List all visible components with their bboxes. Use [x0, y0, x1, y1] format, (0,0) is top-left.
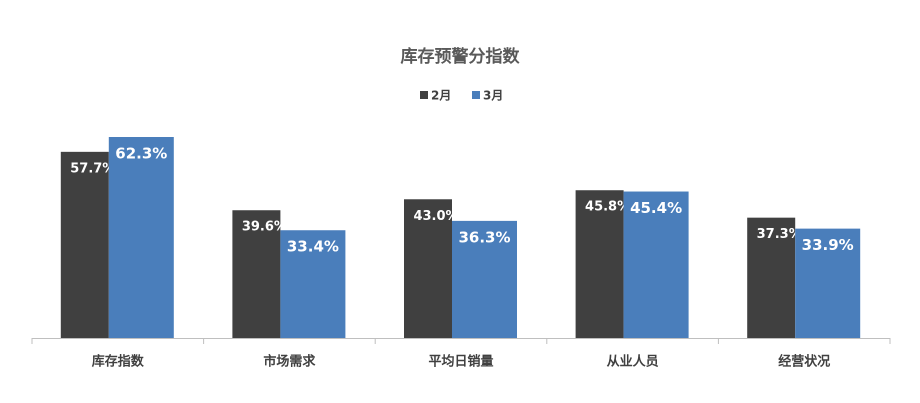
- bar: [280, 230, 346, 338]
- legend-swatch: [420, 91, 428, 99]
- value-label: 33.9%: [802, 236, 854, 254]
- legend-label: 2月: [431, 89, 451, 103]
- value-label: 45.8%: [585, 200, 630, 215]
- bar: [108, 137, 174, 338]
- value-label: 33.4%: [287, 238, 339, 256]
- value-label: 43.0%: [413, 209, 458, 224]
- value-label: 39.6%: [242, 220, 287, 235]
- x-tick-label: 库存指数: [92, 354, 145, 370]
- legend: 2月 3月: [420, 89, 503, 103]
- value-label: 37.3%: [757, 227, 802, 242]
- value-label: 45.4%: [630, 199, 682, 217]
- bar: [232, 210, 281, 338]
- value-label: 36.3%: [458, 228, 510, 246]
- x-tick-label: 平均日销量: [428, 354, 493, 370]
- x-tick-label: 从业人员: [607, 354, 659, 370]
- bar: [575, 190, 624, 338]
- bar: [60, 151, 109, 338]
- x-tick-label: 市场需求: [263, 354, 316, 370]
- bar: [404, 199, 452, 338]
- bar: [795, 228, 861, 338]
- legend-swatch: [472, 91, 480, 99]
- chart-title: 库存预警分指数: [401, 46, 521, 67]
- bar: [623, 191, 689, 338]
- legend-label: 3月: [483, 89, 503, 103]
- x-tick-label: 经营状况: [778, 354, 830, 370]
- bar: [747, 217, 796, 338]
- value-label: 57.7%: [70, 161, 115, 176]
- value-label: 62.3%: [115, 145, 167, 163]
- bar: [452, 220, 517, 338]
